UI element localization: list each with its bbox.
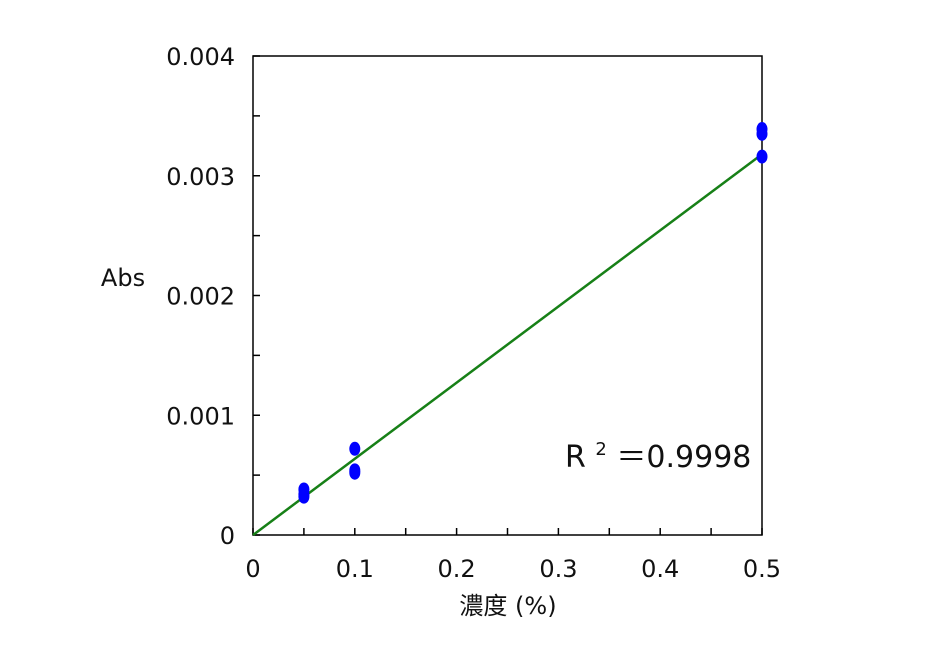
- x-tick-label: 0.4: [641, 555, 679, 583]
- y-axis-title: Abs: [101, 264, 145, 292]
- x-axis-title: 濃度 (%): [459, 592, 556, 620]
- y-tick-label: 0.003: [166, 163, 235, 191]
- y-axis: 0 0.001 0.002 0.003 0.004: [166, 43, 260, 550]
- x-tick-label: 0.1: [336, 555, 374, 583]
- y-tick-label: 0.001: [166, 402, 235, 430]
- r-squared-annotation: R 2 ＝0.9998: [565, 428, 751, 475]
- data-points: [298, 122, 768, 504]
- x-tick-label: 0.3: [539, 555, 577, 583]
- data-point: [349, 441, 361, 456]
- y-tick-label: 0.004: [166, 43, 235, 71]
- r-symbol: R: [565, 440, 586, 475]
- data-point: [756, 126, 768, 141]
- r-value: ＝0.9998: [616, 440, 751, 475]
- data-point: [349, 465, 361, 480]
- x-tick-label: 0.2: [438, 555, 476, 583]
- x-tick-label: 0.5: [743, 555, 781, 583]
- y-tick-label: 0.002: [166, 283, 235, 311]
- x-axis: 0 0.1 0.2 0.3 0.4 0.5: [245, 528, 781, 583]
- r-exponent: 2: [595, 439, 606, 460]
- data-point: [298, 489, 310, 504]
- y-tick-label: 0: [220, 522, 235, 550]
- x-tick-label: 0: [245, 555, 260, 583]
- data-point: [756, 149, 768, 164]
- trendline: [252, 153, 763, 537]
